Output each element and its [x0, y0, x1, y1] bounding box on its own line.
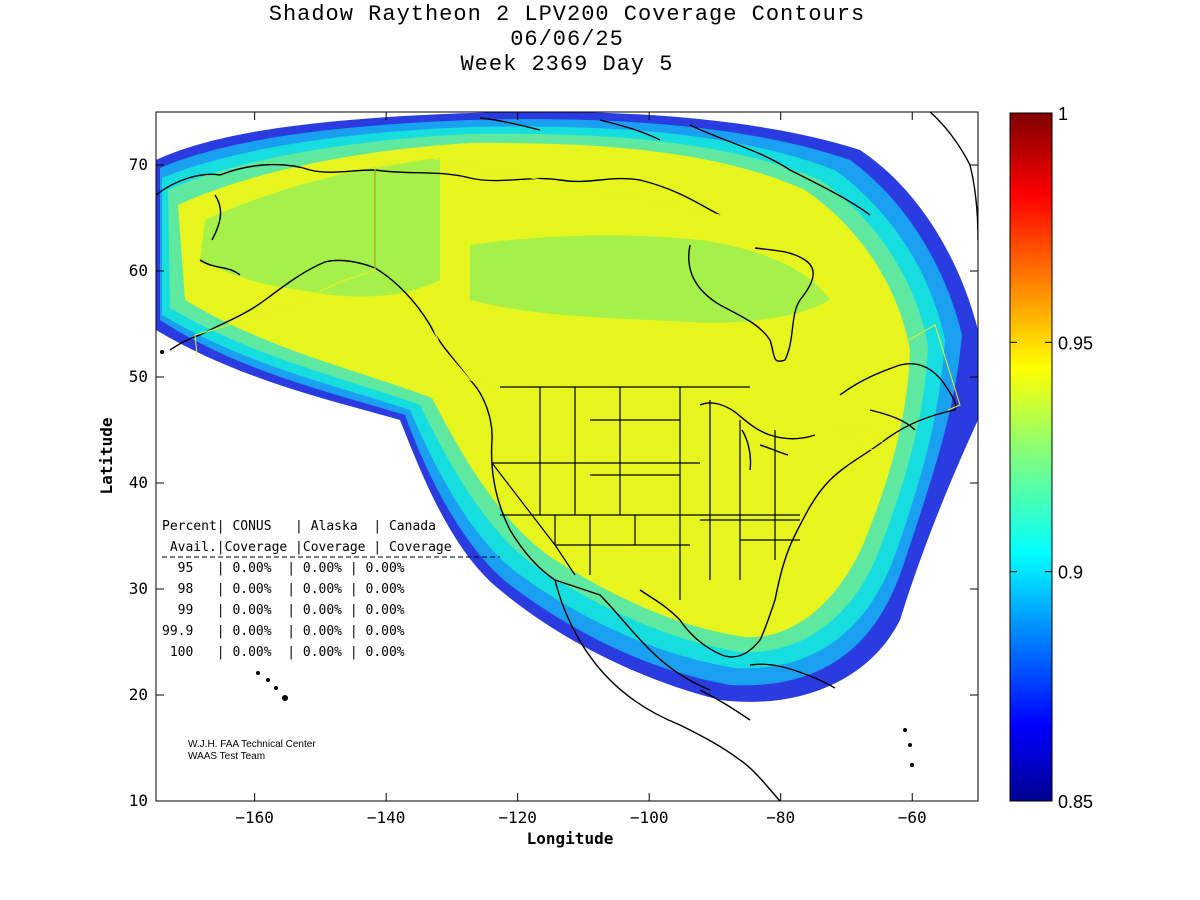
x-tick-label: −80 [766, 808, 795, 827]
colorbar-tick-label: 0.95 [1058, 333, 1093, 353]
table-header-2: Avail.|Coverage |Coverage | Coverage [162, 540, 452, 555]
table-row: 98 | 0.00% | 0.00% | 0.00% [162, 582, 405, 597]
colorbar-tick-label: 1 [1058, 104, 1068, 124]
x-tick-label: −60 [898, 808, 927, 827]
y-tick-label: 50 [129, 367, 148, 386]
chart-title: Shadow Raytheon 2 LPV200 Coverage Contou… [268, 2, 866, 27]
credit-line-1: W.J.H. FAA Technical Center [188, 739, 316, 750]
y-tick-label: 30 [129, 579, 148, 598]
contour-green-canada [470, 235, 830, 323]
x-tick-label: −100 [630, 808, 669, 827]
hudson-bay [688, 244, 814, 362]
mexico-central-america [554, 579, 781, 801]
y-tick-label: 60 [129, 261, 148, 280]
us-state-borders [491, 386, 800, 600]
contour-green-interior [200, 158, 440, 297]
pacific-coast [374, 267, 711, 691]
table-row: 99.9 | 0.00% | 0.00% | 0.00% [162, 624, 405, 639]
colorbar-ticks: 0.85 0.9 0.95 1 [1010, 104, 1093, 812]
y-tick-label: 10 [129, 791, 148, 810]
colorbar-tick-label: 0.85 [1058, 792, 1093, 812]
table-row: 95 | 0.00% | 0.00% | 0.00% [162, 561, 405, 576]
greenland [929, 112, 978, 241]
x-axis: −160 −140 −120 −100 −80 −60 [235, 112, 927, 827]
x-tick-label: −120 [498, 808, 537, 827]
colorbar-tick-label: 0.9 [1058, 563, 1083, 583]
x-tick-label: −160 [235, 808, 274, 827]
coverage-table: Percent| CONUS | Alaska | Canada Avail.|… [162, 519, 500, 660]
y-tick-label: 40 [129, 473, 148, 492]
table-row: 100 | 0.00% | 0.00% | 0.00% [162, 645, 405, 660]
cuba [749, 663, 836, 689]
great-lakes [699, 402, 816, 471]
colorbar [1009, 112, 1053, 802]
x-axis-label: Longitude [527, 829, 614, 848]
east-canada-coast [839, 363, 957, 431]
chart-date: 06/06/25 [510, 27, 624, 52]
alaska-coast [156, 163, 376, 351]
plot-frame [155, 111, 979, 802]
service-volume-outlines [194, 157, 961, 451]
islands [160, 350, 914, 767]
coastlines [156, 112, 978, 801]
y-tick-label: 70 [129, 155, 148, 174]
y-axis-label: Latitude [97, 417, 116, 494]
table-row: 99 | 0.00% | 0.00% | 0.00% [162, 603, 405, 618]
x-tick-label: −140 [367, 808, 406, 827]
y-axis: 10 20 30 40 50 60 70 [129, 155, 978, 810]
canada-north-coast [374, 117, 871, 216]
y-tick-label: 20 [129, 685, 148, 704]
table-header-1: Percent| CONUS | Alaska | Canada [162, 519, 436, 534]
credit-line-2: WAAS Test Team [188, 751, 265, 762]
chart-week-day: Week 2369 Day 5 [460, 52, 674, 77]
